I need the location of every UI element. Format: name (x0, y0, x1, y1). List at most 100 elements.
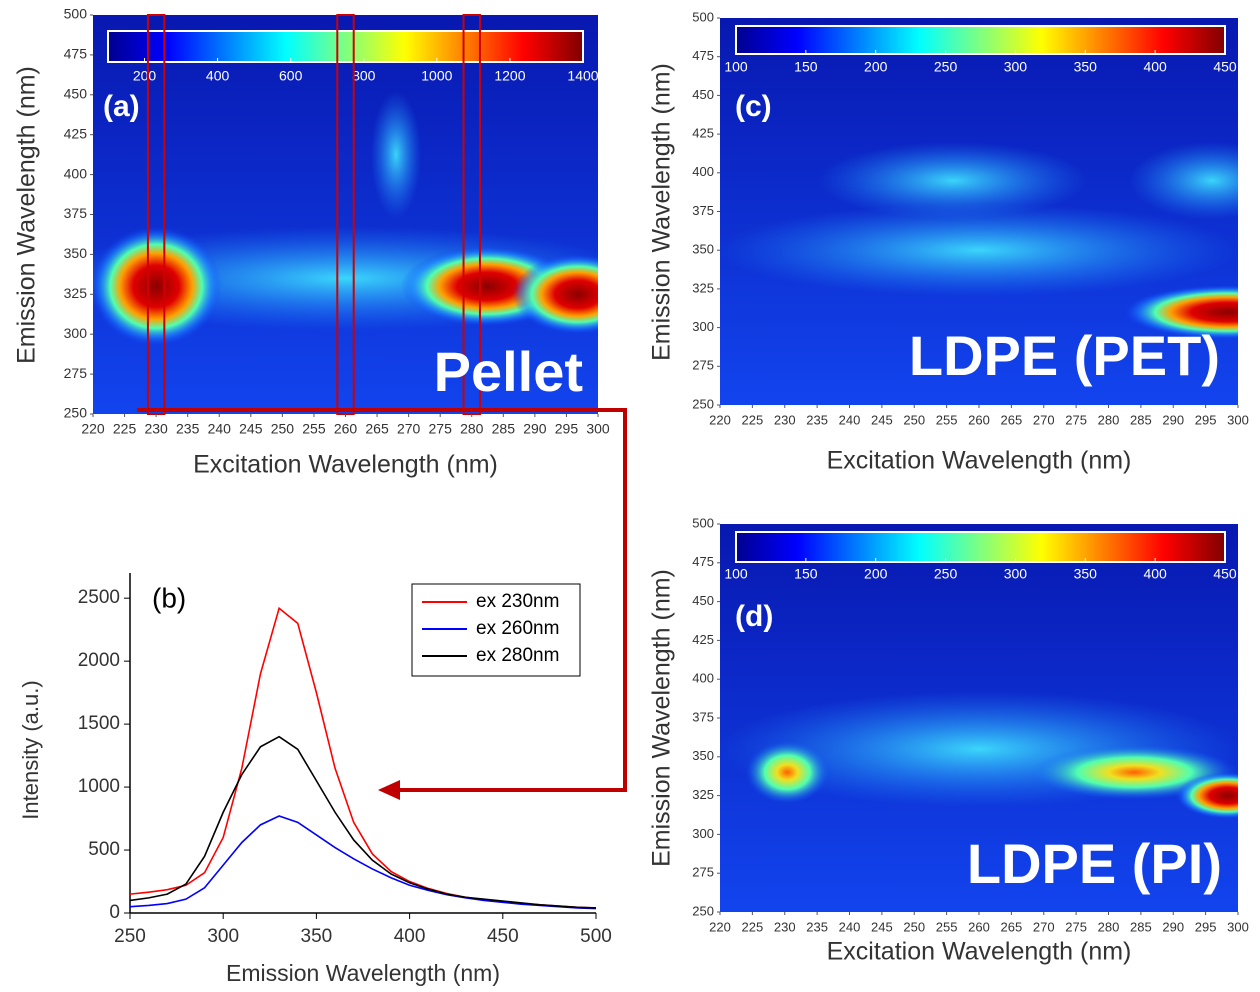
x-tick-label: 300 (586, 421, 610, 437)
colorbar-tick-label: 200 (864, 59, 888, 75)
x-tick-label: 225 (742, 412, 764, 427)
sample-label: LDPE (PET) (909, 324, 1220, 387)
x-tick-label: 240 (208, 421, 232, 437)
x-tick-label: 285 (1130, 919, 1152, 934)
x-tick-label: 260 (968, 919, 990, 934)
x-tick-label: 225 (113, 421, 137, 437)
x-tick-label: 280 (1098, 919, 1120, 934)
x-tick-label: 220 (709, 919, 731, 934)
x-tick-label: 265 (1001, 919, 1023, 934)
y-tick-label: 375 (692, 203, 714, 218)
x-tick-label: 280 (1098, 412, 1120, 427)
panel-label: (a) (103, 90, 140, 123)
colorbar-tick-label: 400 (206, 68, 230, 84)
colorbar (735, 531, 1226, 563)
y-tick-label: 0 (109, 902, 120, 923)
x-axis-label: Excitation Wavelength (nm) (827, 447, 1132, 475)
x-tick-label: 270 (1033, 412, 1055, 427)
x-tick-label: 290 (1162, 412, 1184, 427)
x-tick-label: 235 (806, 412, 828, 427)
colorbar-tick-label: 150 (794, 59, 818, 75)
heat-region (720, 203, 1238, 297)
heat-region (1124, 285, 1238, 340)
y-tick-label: 400 (692, 671, 714, 686)
colorbar-tick-label: 450 (1213, 59, 1237, 75)
x-tick-label: 275 (1065, 919, 1087, 934)
y-tick-label: 325 (64, 285, 88, 301)
x-tick-label: 265 (1001, 412, 1023, 427)
y-tick-label: 300 (64, 325, 88, 341)
y-tick-label: 475 (692, 554, 714, 569)
y-tick-label: 250 (64, 405, 88, 421)
sample-label: Pellet (434, 340, 583, 403)
colorbar-tick-label: 400 (1143, 59, 1167, 75)
colorbar-tick-label: 1400 (567, 68, 598, 84)
colorbar-tick-label: 100 (724, 566, 748, 582)
x-tick-label: 235 (176, 421, 200, 437)
y-tick-label: 325 (692, 787, 714, 802)
heat-region (1129, 141, 1238, 220)
x-tick-label: 250 (271, 421, 295, 437)
x-axis-label: Excitation Wavelength (nm) (827, 938, 1132, 966)
x-tick-label: 260 (968, 412, 990, 427)
panel-label: (d) (735, 600, 773, 633)
y-tick-label: 500 (64, 6, 88, 22)
x-tick-label: 265 (365, 421, 389, 437)
x-tick-label: 300 (1227, 919, 1249, 934)
x-tick-label: 350 (301, 926, 333, 947)
arrow (137, 408, 627, 800)
x-tick-label: 400 (394, 926, 426, 947)
y-axis-label: Emission Wavelength (nm) (648, 63, 676, 361)
y-tick-label: 350 (692, 242, 714, 257)
y-tick-label: 350 (692, 748, 714, 763)
y-tick-label: 500 (692, 515, 714, 530)
panel-label: (b) (152, 582, 186, 613)
colorbar-tick-label: 200 (864, 566, 888, 582)
x-axis-label: Emission Wavelength (nm) (226, 960, 500, 986)
heat-region (818, 141, 1088, 220)
y-tick-label: 1000 (78, 776, 120, 797)
x-tick-label: 450 (487, 926, 519, 947)
colorbar-tick-label: 100 (724, 59, 748, 75)
y-tick-label: 450 (64, 86, 88, 102)
y-tick-label: 450 (692, 593, 714, 608)
series-line (129, 815, 597, 910)
colorbar (735, 25, 1226, 55)
x-tick-label: 285 (1130, 412, 1152, 427)
x-tick-label: 295 (1195, 919, 1217, 934)
colorbar-tick-label: 300 (1004, 59, 1028, 75)
x-tick-label: 270 (397, 421, 421, 437)
colorbar-tick-label: 350 (1074, 59, 1098, 75)
x-tick-label: 295 (1195, 412, 1217, 427)
colorbar-tick-label: 450 (1213, 566, 1237, 582)
x-tick-label: 295 (555, 421, 579, 437)
y-tick-label: 275 (64, 365, 88, 381)
legend-label: ex 280nm (476, 645, 559, 666)
legend-label: ex 260nm (476, 618, 559, 639)
x-tick-label: 260 (334, 421, 358, 437)
x-tick-label: 230 (144, 421, 168, 437)
y-tick-label: 400 (692, 164, 714, 179)
y-tick-label: 350 (64, 245, 88, 261)
colorbar-tick-label: 600 (279, 68, 303, 84)
x-tick-label: 275 (429, 421, 453, 437)
x-tick-label: 245 (239, 421, 263, 437)
y-tick-label: 250 (692, 396, 714, 411)
colorbar-tick-label: 250 (934, 59, 958, 75)
y-tick-label: 425 (64, 125, 88, 141)
x-tick-label: 280 (460, 421, 484, 437)
x-tick-label: 270 (1033, 919, 1055, 934)
colorbar-tick-label: 200 (133, 68, 157, 84)
colorbar-tick-label: 300 (1004, 566, 1028, 582)
heat-region (370, 90, 422, 219)
heat-region (93, 226, 222, 347)
y-tick-label: 500 (692, 9, 714, 24)
colorbar-tick-label: 150 (794, 566, 818, 582)
y-tick-label: 325 (692, 280, 714, 295)
x-tick-label: 300 (1227, 412, 1249, 427)
x-tick-label: 220 (709, 412, 731, 427)
y-axis-label: Emission Wavelength (nm) (648, 569, 676, 867)
x-tick-label: 225 (742, 919, 764, 934)
y-tick-label: 425 (692, 126, 714, 141)
